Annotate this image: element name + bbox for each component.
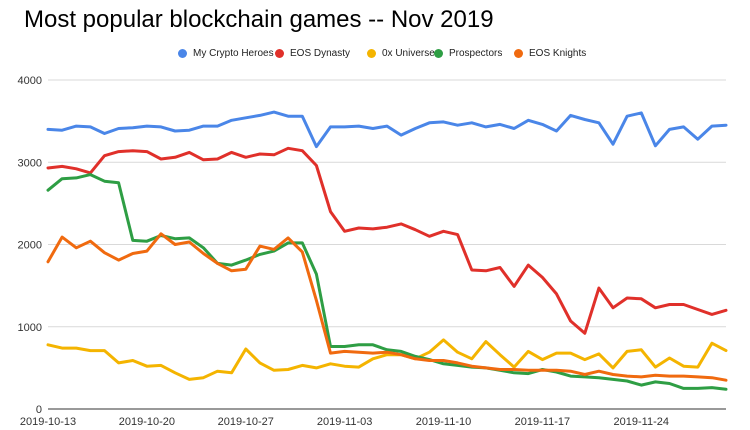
legend-label: EOS Knights <box>529 47 587 59</box>
x-tick-label: 2019-11-17 <box>515 416 570 428</box>
chart-title: Most popular blockchain games -- Nov 201… <box>24 6 494 33</box>
legend-swatch <box>434 48 443 58</box>
y-tick-label: 2000 <box>18 240 42 252</box>
y-tick-label: 1000 <box>18 322 42 334</box>
x-tick-label: 2019-11-10 <box>416 416 471 428</box>
y-tick-label: 4000 <box>18 75 42 87</box>
legend-item: EOS Dynasty <box>275 44 350 62</box>
legend-label: EOS Dynasty <box>290 47 351 59</box>
x-tick-label: 2019-10-13 <box>20 416 76 428</box>
y-tick-label: 0 <box>36 404 42 416</box>
legend-swatch <box>178 48 187 58</box>
legend-swatch <box>275 48 284 58</box>
legend-label: My Crypto Heroes <box>193 47 274 59</box>
series-line-eos-dynasty <box>46 146 728 335</box>
x-tick-label: 2019-11-24 <box>614 416 669 428</box>
chart-legend: My Crypto Heroes EOS Dynasty 0x Universe Pr… <box>0 44 750 62</box>
x-tick-label: 2019-10-20 <box>119 416 175 428</box>
legend-item: My Crypto Heroes <box>178 44 274 62</box>
legend-item: EOS Knights <box>514 44 586 62</box>
x-tick-label: 2019-11-03 <box>317 416 372 428</box>
series-line-0x-universe <box>46 338 728 381</box>
legend-label: 0x Universe <box>382 47 435 59</box>
series-line-eos-knights <box>46 232 728 382</box>
legend-item: Prospectors <box>434 44 502 62</box>
x-tick-label: 2019-10-27 <box>218 416 274 428</box>
legend-swatch <box>514 48 523 58</box>
series-line-my-crypto-heroes <box>46 110 728 149</box>
y-tick-label: 3000 <box>18 157 42 169</box>
legend-label: Prospectors <box>449 47 503 59</box>
legend-item: 0x Universe <box>367 44 435 62</box>
series-line-prospectors <box>46 173 728 391</box>
legend-swatch <box>367 48 376 58</box>
